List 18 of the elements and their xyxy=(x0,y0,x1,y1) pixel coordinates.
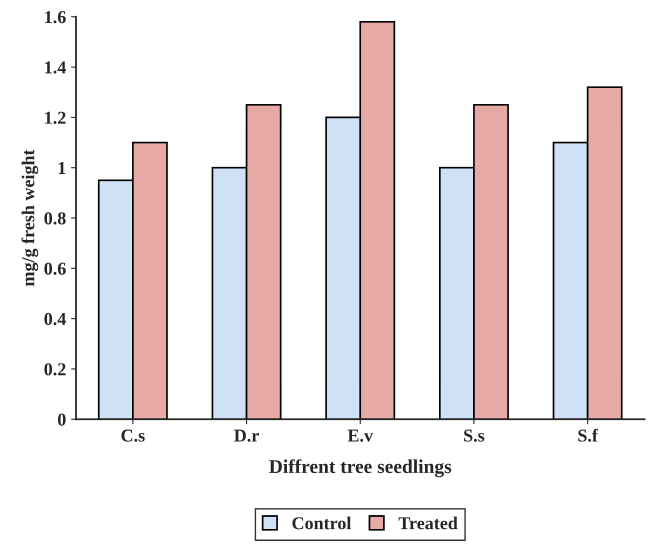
y-tick-label: 0.8 xyxy=(44,212,66,225)
x-tick-label: E.v xyxy=(348,430,374,442)
y-axis-title: mg/g fresh weight xyxy=(21,150,38,286)
x-tick-label: S.s xyxy=(464,430,484,442)
legend-label: Treated xyxy=(398,516,458,530)
x-axis-title: Diffrent tree seedlings xyxy=(269,459,452,478)
y-tick-label: 1.2 xyxy=(45,112,66,124)
x-tick-label: C.s xyxy=(121,430,145,442)
y-tick-label: 1 xyxy=(58,162,66,174)
y-tick-label: 0.4 xyxy=(44,312,66,326)
y-tick-label: 0.6 xyxy=(44,262,66,275)
y-tick-label: 0.2 xyxy=(44,363,66,376)
legend-label: Control xyxy=(292,516,352,530)
x-tick-label: D.r xyxy=(234,430,259,442)
y-tick-label: 1.4 xyxy=(45,61,66,74)
x-tick-label: S.f xyxy=(578,428,598,442)
y-tick-label: 1.6 xyxy=(45,11,66,24)
y-tick-label: 0 xyxy=(58,414,66,426)
